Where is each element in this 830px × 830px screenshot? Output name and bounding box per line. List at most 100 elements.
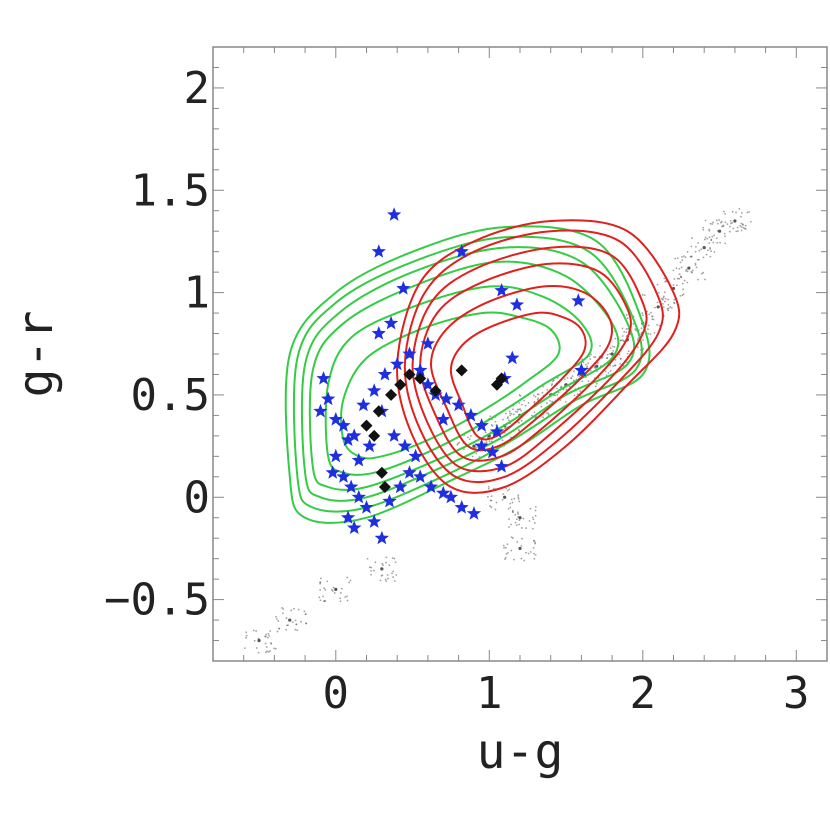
blue-star-point xyxy=(463,407,478,422)
background-point xyxy=(532,518,535,521)
background-point xyxy=(487,487,490,490)
background-point xyxy=(490,495,493,498)
background-point xyxy=(277,620,280,622)
background-point xyxy=(324,588,327,591)
background-point xyxy=(694,245,697,248)
background-point xyxy=(266,650,268,653)
background-point xyxy=(582,361,585,364)
background-point xyxy=(694,250,697,253)
background-point xyxy=(703,238,706,241)
background-point xyxy=(384,578,387,581)
background-point xyxy=(266,636,269,639)
background-point xyxy=(666,307,669,310)
background-point xyxy=(676,257,679,260)
background-point xyxy=(510,412,513,415)
background-point xyxy=(681,282,684,285)
background-point xyxy=(709,255,712,258)
background-point xyxy=(511,501,514,504)
background-point xyxy=(519,394,522,397)
background-point xyxy=(531,516,534,519)
background-point xyxy=(724,242,727,245)
background-point xyxy=(456,443,459,446)
blue-star-point xyxy=(436,412,451,426)
background-point xyxy=(490,506,493,509)
background-point xyxy=(510,549,513,552)
background-point xyxy=(599,345,601,347)
background-point xyxy=(705,253,708,256)
background-point xyxy=(673,278,676,280)
background-point xyxy=(573,370,575,373)
background-point xyxy=(394,561,397,564)
blue-star-point xyxy=(387,207,402,221)
background-point xyxy=(515,410,517,413)
background-point xyxy=(393,580,396,582)
background-point xyxy=(519,408,522,410)
background-point xyxy=(716,242,719,244)
background-point xyxy=(533,552,535,555)
background-point xyxy=(740,212,743,214)
background-point xyxy=(651,315,654,318)
background-point xyxy=(627,350,630,353)
background-point xyxy=(654,306,656,309)
background-point xyxy=(373,569,375,572)
background-point xyxy=(319,577,322,580)
background-point xyxy=(297,608,300,611)
background-point xyxy=(510,523,512,526)
background-point xyxy=(636,339,639,341)
background-point xyxy=(680,266,683,269)
background-point xyxy=(643,294,646,297)
background-point xyxy=(506,417,509,420)
background-point xyxy=(685,270,687,272)
background-point xyxy=(739,224,742,227)
background-point xyxy=(690,255,693,258)
background-point xyxy=(724,235,726,238)
blue-star-point xyxy=(321,391,336,406)
background-point xyxy=(706,249,709,252)
background-point xyxy=(392,570,394,573)
red-contour-line xyxy=(396,219,681,494)
black-diamond-point xyxy=(414,372,427,385)
background-point xyxy=(593,356,595,358)
background-point xyxy=(506,489,509,492)
background-point xyxy=(294,619,297,622)
background-point xyxy=(475,446,478,449)
background-point xyxy=(334,587,338,591)
background-point xyxy=(711,235,714,238)
background-point xyxy=(594,385,597,388)
background-point xyxy=(687,266,691,270)
background-point xyxy=(672,269,675,272)
background-point xyxy=(704,278,706,281)
background-point xyxy=(489,415,492,418)
background-point xyxy=(618,353,621,356)
background-point xyxy=(534,509,537,512)
background-point xyxy=(533,540,535,542)
background-point xyxy=(652,318,655,321)
blue-star-point xyxy=(328,448,343,463)
background-point xyxy=(609,364,612,367)
background-point xyxy=(518,546,522,551)
background-point xyxy=(255,647,258,649)
background-point xyxy=(275,618,278,620)
background-point xyxy=(534,505,537,508)
background-point xyxy=(514,521,517,524)
background-point xyxy=(265,646,268,648)
background-point xyxy=(735,230,738,233)
background-point xyxy=(395,574,398,576)
background-point xyxy=(713,251,716,253)
black-diamond-point xyxy=(455,364,468,377)
background-point xyxy=(518,519,521,522)
background-point xyxy=(621,335,624,337)
green-contour-line xyxy=(292,235,643,513)
black-diamond-point xyxy=(378,481,391,494)
black-diamond-point xyxy=(385,388,398,401)
background-point xyxy=(749,220,752,223)
blue-star-point xyxy=(423,479,439,494)
background-point xyxy=(702,226,705,229)
blue-star-point xyxy=(325,465,340,479)
background-point xyxy=(632,322,635,325)
background-point xyxy=(667,298,670,301)
blue-star-point xyxy=(371,244,386,258)
blue-star-point xyxy=(489,424,505,438)
background-point xyxy=(685,268,688,271)
blue-star-point xyxy=(571,293,586,307)
